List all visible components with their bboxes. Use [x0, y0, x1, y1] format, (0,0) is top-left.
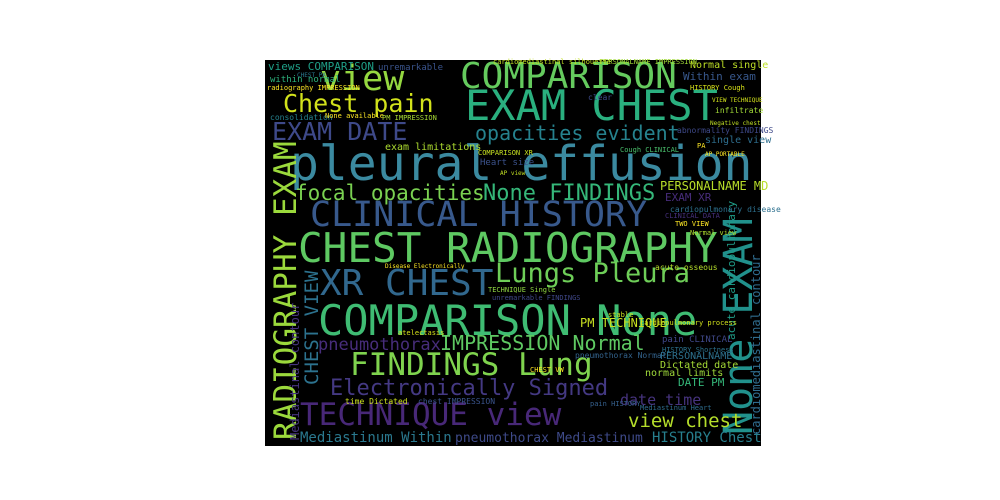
word: None FINDINGS	[483, 181, 655, 206]
word: pain CLINICAL	[662, 335, 732, 345]
word: exam limitations	[385, 142, 481, 153]
word: Normal view	[690, 229, 737, 237]
word: Lungs Pleura	[495, 258, 690, 289]
word: TWO VIEW	[675, 220, 710, 228]
word: PM IMPRESSION	[382, 114, 437, 122]
word: CHEST VW	[530, 366, 565, 374]
word: PERSONALNAME	[660, 351, 732, 362]
word: within normal	[270, 75, 340, 85]
word: date time	[620, 391, 701, 409]
word: PA	[697, 142, 706, 150]
word: consolidation	[270, 113, 333, 122]
word: cardiomediastinal contour	[749, 254, 763, 435]
word: pleural effusion	[290, 136, 752, 192]
word: stable	[608, 311, 633, 319]
word: COMPARISON	[460, 56, 677, 97]
word: HISTORY Cough	[690, 84, 745, 92]
word: Heart size	[480, 158, 534, 168]
word: view chest	[628, 410, 742, 432]
word: TECHNIQUE view	[300, 397, 562, 433]
word: COMPARISON XR	[478, 149, 534, 157]
word: clear	[588, 93, 612, 102]
word: Negative chest	[710, 120, 761, 127]
word: RADIOGRAPHY EXAM	[268, 141, 304, 440]
word: Within exam	[683, 70, 756, 83]
word: CLINICAL DATA	[665, 212, 721, 220]
word: EXAM CHEST	[465, 81, 718, 130]
word: single view	[705, 135, 772, 146]
word: FINDINGS Lung	[350, 347, 593, 383]
word: pneumothorax Normal	[575, 351, 667, 360]
word: CHEST PA	[297, 72, 326, 79]
word: view	[320, 59, 405, 99]
word: unremarkable	[378, 63, 443, 73]
word: DATE PM	[678, 376, 725, 389]
word: acute osseous	[655, 263, 718, 272]
word: acute cardiopulmonary	[725, 201, 738, 340]
word: Mediastinal contour	[288, 303, 302, 440]
word: focal opacities	[295, 181, 485, 205]
word: views COMPARISON	[268, 60, 374, 73]
word: radiography IMPRESSION	[267, 84, 360, 92]
word: unremarkable FINDINGS	[492, 294, 581, 302]
word: pneumothorax Mediastinum	[455, 431, 643, 446]
word: opacities evident	[475, 121, 680, 145]
word: pneumothorax	[318, 335, 441, 355]
word: CHEST RADIOGRAPHY	[298, 224, 718, 272]
word: TECHNIQUE Single	[488, 286, 555, 294]
word: XR CHEST	[320, 263, 493, 304]
word: cardiopulmonary disease	[670, 205, 781, 214]
word: chest IMPRESSION	[418, 397, 495, 406]
word: EXAM XR	[665, 191, 712, 204]
word: CHEST VIEW	[301, 270, 323, 385]
word: Chest pain	[283, 89, 434, 118]
word: Cough CLINICAL	[620, 146, 679, 154]
word: HISTORY Chest	[652, 430, 762, 446]
word: EXAM DATE	[272, 117, 407, 146]
word: AP view	[500, 170, 526, 177]
word: cardiomediastinal silhouette	[493, 58, 611, 66]
word: Normal single	[690, 60, 768, 71]
word: infiltrate	[715, 106, 763, 115]
word: Mediastinum Heart	[640, 404, 712, 412]
word: PERSONALNAME MD	[660, 179, 768, 193]
word: normal limits	[645, 368, 723, 379]
word: Electronically Signed	[330, 376, 608, 401]
word: HISTORY Shortness	[662, 346, 734, 354]
word: PERSONALNAME IMPRESSION	[600, 58, 697, 66]
word: pain HISTORY	[590, 400, 641, 408]
word: Disease Electronically	[385, 263, 465, 270]
word: time Dictated	[345, 397, 408, 406]
cloud-background	[265, 60, 761, 446]
word: VIEW TECHNIQUE	[712, 97, 763, 104]
word: PM TECHNIQUE	[580, 316, 667, 330]
word: cardiopulmonary process	[640, 319, 737, 327]
word: None EXAM	[716, 218, 762, 435]
word: None available	[325, 112, 384, 120]
word: IMPRESSION Normal	[440, 331, 645, 355]
word: abnormality FINDINGS	[677, 126, 774, 135]
word: COMPARISON None	[318, 296, 697, 345]
word: atelectasis	[398, 329, 444, 337]
word: Mediastinum Within	[300, 430, 452, 446]
word: Dictated date	[660, 360, 738, 371]
word: CLINICAL HISTORY	[310, 195, 647, 235]
word: AP PORTABLE	[705, 151, 745, 158]
